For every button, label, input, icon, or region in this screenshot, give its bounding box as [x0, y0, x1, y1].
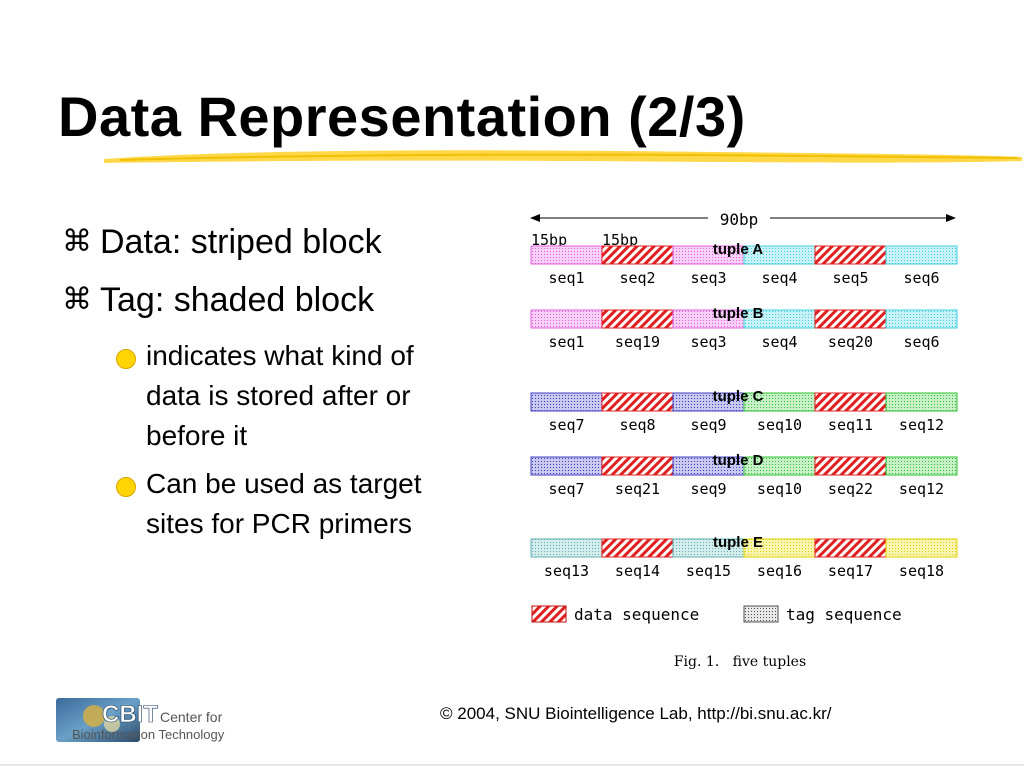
sequence-label: seq16	[757, 562, 802, 580]
segment-length-label: 15bp	[602, 231, 638, 249]
data-sequence-block	[814, 456, 887, 476]
legend-tag-swatch	[743, 605, 779, 623]
sequence-label: seq15	[686, 562, 731, 580]
bullet-item: ⌘ Data: striped block	[62, 220, 502, 278]
command-key-icon: ⌘	[62, 282, 92, 317]
sequence-label: seq12	[899, 480, 944, 498]
span-label: 90bp	[720, 210, 759, 229]
sequence-label: seq7	[548, 480, 584, 498]
tag-sequence-block	[530, 392, 603, 412]
legend-data-label: data sequence	[574, 605, 699, 624]
sequence-label: seq6	[903, 333, 939, 351]
sequence-label: seq1	[548, 333, 584, 351]
data-sequence-block	[601, 392, 674, 412]
sequence-label: seq21	[615, 480, 660, 498]
data-sequence-block	[814, 538, 887, 558]
tuple-label: tuple D	[713, 452, 764, 469]
tag-sequence-block	[530, 245, 603, 265]
sub-bullet-item: indicates what kind of data is stored af…	[62, 336, 502, 456]
bullet-text: Data: striped block	[100, 223, 382, 261]
segment-length-label: 15bp	[531, 231, 567, 249]
logo-sub2: Bioinformation Technology	[72, 727, 225, 742]
logo-sub1: Center for	[160, 709, 223, 725]
sequence-label: seq6	[903, 269, 939, 287]
arrow-right-head	[946, 214, 956, 222]
data-sequence-block	[601, 309, 674, 329]
sequence-label: seq14	[615, 562, 660, 580]
sequence-label: seq7	[548, 416, 584, 434]
sequence-label: seq1	[548, 269, 584, 287]
tag-sequence-block	[885, 245, 958, 265]
data-sequence-block	[814, 309, 887, 329]
sequence-label: seq10	[757, 480, 802, 498]
sequence-label: seq5	[832, 269, 868, 287]
sequence-label: seq11	[828, 416, 873, 434]
data-sequence-block	[601, 245, 674, 265]
bullet-item: ⌘ Tag: shaded block	[62, 278, 502, 336]
legend-tag-label: tag sequence	[786, 605, 902, 624]
sequence-label: seq4	[761, 269, 797, 287]
sequence-label: seq20	[828, 333, 873, 351]
tag-sequence-block	[530, 309, 603, 329]
sub-bullet-line: data is stored after or	[146, 380, 411, 411]
sequence-label: seq4	[761, 333, 797, 351]
data-sequence-block	[601, 538, 674, 558]
title-underline	[104, 150, 1022, 163]
bottom-divider	[0, 764, 1024, 766]
slide-title: Data Representation (2/3)	[58, 85, 746, 148]
yellow-circle-icon	[116, 349, 136, 369]
sequence-label: seq17	[828, 562, 873, 580]
sub-bullet-line: before it	[146, 420, 248, 451]
bullet-text: Tag: shaded block	[100, 281, 375, 319]
figure-caption: Fig. 1. five tuples	[674, 654, 806, 670]
tag-sequence-block	[885, 392, 958, 412]
five-tuples-figure: 90bp 15bp 15bp seq1 seq2 seq3 seq4 seq5 seq6 t…	[530, 208, 958, 670]
tag-sequence-block	[530, 456, 603, 476]
sequence-label: seq9	[690, 480, 726, 498]
sequence-label: seq2	[619, 269, 655, 287]
sequence-label: seq12	[899, 416, 944, 434]
data-sequence-block	[601, 456, 674, 476]
tuple-label: tuple B	[713, 305, 764, 322]
cbit-logo: CBIT Center for Bioinformation Technolog…	[54, 694, 234, 753]
tuple-label: tuple E	[713, 534, 763, 551]
sub-bullet-line: sites for PCR primers	[146, 508, 413, 539]
sub-bullet-line: indicates what kind of	[146, 340, 414, 371]
tuples-group: seq1 seq2 seq3 seq4 seq5 seq6 tuple A seq1 seq19…	[530, 241, 958, 580]
sub-bullet-item: Can be used as target sites for PCR prim…	[62, 464, 502, 544]
sequence-label: seq19	[615, 333, 660, 351]
sequence-label: seq3	[690, 269, 726, 287]
sub-bullet-line: Can be used as target	[146, 468, 422, 499]
tag-sequence-block	[885, 456, 958, 476]
data-sequence-block	[814, 245, 887, 265]
yellow-circle-icon	[116, 477, 136, 497]
tuple-label: tuple A	[713, 241, 763, 258]
sequence-label: seq8	[619, 416, 655, 434]
arrow-left-head	[530, 214, 540, 222]
tag-sequence-block	[530, 538, 603, 558]
bullet-list: ⌘ Data: striped block ⌘ Tag: shaded bloc…	[62, 220, 502, 552]
copyright-text: © 2004, SNU Biointelligence Lab, http://…	[440, 704, 832, 723]
logo-main: CBIT	[102, 701, 158, 728]
sequence-label: seq3	[690, 333, 726, 351]
sequence-label: seq13	[544, 562, 589, 580]
tuple-label: tuple C	[713, 388, 764, 405]
sequence-label: seq18	[899, 562, 944, 580]
data-sequence-block	[814, 392, 887, 412]
tag-sequence-block	[885, 309, 958, 329]
sequence-label: seq10	[757, 416, 802, 434]
tag-sequence-block	[885, 538, 958, 558]
sequence-label: seq9	[690, 416, 726, 434]
legend-data-swatch	[531, 605, 567, 623]
sequence-label: seq22	[828, 480, 873, 498]
command-key-icon: ⌘	[62, 224, 92, 259]
